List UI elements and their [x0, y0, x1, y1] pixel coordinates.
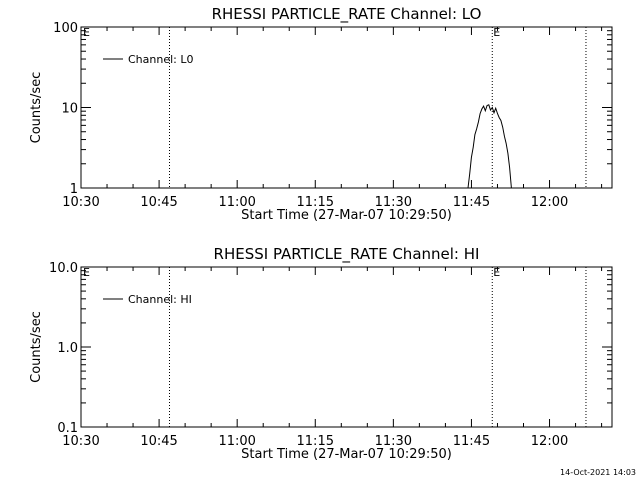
chart-title: RHESSI PARTICLE_RATE Channel: LO — [212, 5, 482, 24]
plot-frame — [80, 266, 613, 428]
plot-frame — [80, 26, 613, 189]
y-tick-label: 1 — [70, 182, 78, 197]
x-tick-label: 11:45 — [453, 434, 490, 449]
x-tick-label: 12:00 — [531, 195, 568, 210]
x-axis-label: Start Time (27-Mar-07 10:29:50) — [241, 447, 452, 462]
y-tick-label: 0.1 — [57, 421, 78, 436]
x-tick-label: 11:45 — [453, 195, 490, 210]
x-tick-label: 11:30 — [375, 434, 412, 449]
y-axis-label: Counts/sec — [29, 72, 44, 144]
y-tick-label: 100 — [53, 21, 78, 36]
footer-timestamp: 14-Oct-2021 14:03 — [560, 468, 636, 477]
x-tick-label: 10:30 — [62, 195, 99, 210]
y-tick-label: 10.0 — [49, 261, 78, 276]
x-tick-label: 11:15 — [297, 195, 334, 210]
x-tick-label: 11:15 — [297, 434, 334, 449]
y-tick-label: 10 — [61, 102, 78, 117]
x-axis-label: Start Time (27-Mar-07 10:29:50) — [241, 208, 452, 223]
legend-label: Channel: HI — [128, 293, 192, 306]
legend-label: Channel: L0 — [128, 53, 194, 66]
chart-title: RHESSI PARTICLE_RATE Channel: HI — [214, 245, 480, 264]
x-tick-label: 10:30 — [62, 434, 99, 449]
y-tick-label: 1.0 — [57, 341, 78, 356]
x-tick-label: 11:00 — [218, 195, 255, 210]
x-tick-label: 11:30 — [375, 195, 412, 210]
x-tick-label: 10:45 — [140, 434, 177, 449]
y-axis-label: Counts/sec — [29, 311, 44, 383]
x-tick-label: 10:45 — [140, 195, 177, 210]
x-tick-label: 11:00 — [218, 434, 255, 449]
vertical-marker-label: E — [493, 26, 500, 39]
x-tick-label: 12:00 — [531, 434, 568, 449]
vertical-marker-label: E — [493, 266, 500, 279]
series-line — [467, 104, 512, 189]
corner-marker-label: E — [83, 26, 90, 39]
corner-marker-label: E — [83, 266, 90, 279]
